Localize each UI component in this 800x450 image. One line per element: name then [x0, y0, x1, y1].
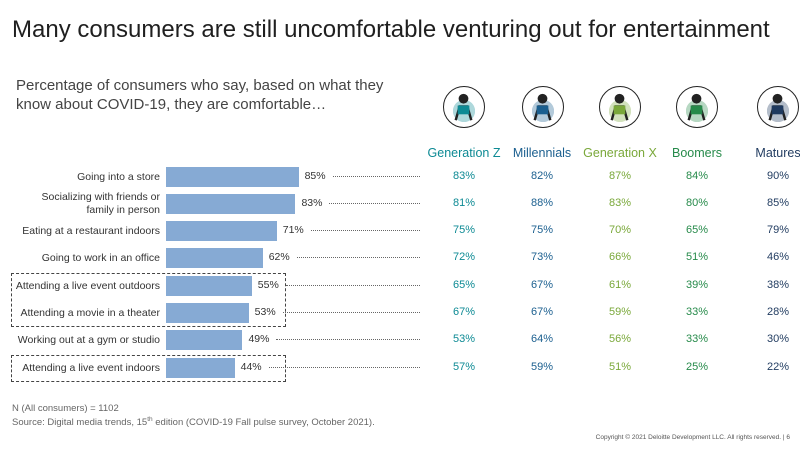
- generation-value: 59%: [530, 361, 554, 373]
- generation-value: 67%: [530, 279, 554, 291]
- generation-value: 57%: [452, 361, 476, 373]
- person-newspaper-icon: [757, 86, 799, 128]
- bar-value-label: 71%: [282, 224, 304, 236]
- generation-value: 22%: [766, 361, 790, 373]
- category-label: Eating at a restaurant indoors: [22, 224, 160, 237]
- leader-dots: [268, 367, 420, 368]
- generation-value: 46%: [766, 251, 790, 263]
- person-reading-icon: [676, 86, 718, 128]
- leader-dots: [282, 312, 420, 313]
- generation-value: 65%: [685, 224, 709, 236]
- highlight-box: [11, 355, 286, 382]
- person-laptop-icon: [522, 86, 564, 128]
- source-text-end: edition (COVID-19 Fall pulse survey, Oct…: [152, 417, 375, 429]
- generation-value: 84%: [685, 170, 709, 182]
- generation-value: 28%: [766, 306, 790, 318]
- generation-value: 39%: [685, 279, 709, 291]
- generation-value: 83%: [452, 170, 476, 182]
- generation-header: Generation Z: [427, 146, 501, 160]
- bar-value-label: 83%: [301, 197, 323, 209]
- category-label: Attending a movie in a theater: [20, 306, 160, 319]
- generation-value: 30%: [766, 333, 790, 345]
- generation-value: 79%: [766, 224, 790, 236]
- bar: [166, 248, 263, 268]
- generation-value: 61%: [608, 279, 632, 291]
- category-label: Attending a live event indoors: [22, 361, 160, 374]
- generation-value: 66%: [608, 251, 632, 263]
- generation-value: 82%: [530, 170, 554, 182]
- bar-value-label: 85%: [304, 170, 326, 182]
- bar: [166, 194, 296, 214]
- person-walking-phone-icon: [443, 86, 485, 128]
- generation-value: 25%: [685, 361, 709, 373]
- generation-value: 73%: [530, 251, 554, 263]
- bar: [166, 276, 252, 296]
- generation-value: 51%: [685, 251, 709, 263]
- generation-value: 70%: [608, 224, 632, 236]
- generation-value: 67%: [452, 306, 476, 318]
- bar-value-label: 49%: [248, 333, 270, 345]
- chart-subtitle: Percentage of consumers who say, based o…: [16, 77, 384, 113]
- generation-value: 75%: [452, 224, 476, 236]
- category-label: Going to work in an office: [41, 251, 160, 264]
- generation-header: Generation X: [583, 146, 657, 160]
- generation-value: 53%: [452, 333, 476, 345]
- generation-value: 51%: [608, 361, 632, 373]
- bar: [166, 358, 235, 378]
- generation-value: 81%: [452, 197, 476, 209]
- generation-header: Boomers: [671, 146, 723, 160]
- source-superscript: th: [147, 416, 153, 423]
- copyright-notice: Copyright © 2021 Deloitte Development LL…: [595, 434, 790, 441]
- bar: [166, 303, 249, 323]
- generation-value: 59%: [608, 306, 632, 318]
- leader-dots: [310, 230, 420, 231]
- category-label: Socializing with friends or family in pe…: [41, 191, 160, 216]
- category-label: Working out at a gym or studio: [17, 333, 160, 346]
- bar-value-label: 62%: [268, 251, 290, 263]
- generation-value: 90%: [766, 170, 790, 182]
- sample-size-note: N (All consumers) = 1102: [12, 403, 119, 414]
- page-title: Many consumers are still uncomfortable v…: [12, 16, 770, 43]
- generation-value: 33%: [685, 333, 709, 345]
- generation-value: 65%: [452, 279, 476, 291]
- generation-value: 72%: [452, 251, 476, 263]
- leader-dots: [285, 285, 420, 286]
- bar-value-label: 53%: [254, 306, 276, 318]
- category-label: Attending a live event outdoors: [15, 279, 160, 292]
- generation-value: 88%: [530, 197, 554, 209]
- leader-dots: [276, 339, 420, 340]
- generation-value: 85%: [766, 197, 790, 209]
- generation-value: 75%: [530, 224, 554, 236]
- generation-header: Millennials: [512, 146, 572, 160]
- bar: [166, 330, 243, 350]
- generation-value: 38%: [766, 279, 790, 291]
- bar: [166, 221, 277, 241]
- category-label: Going into a store: [77, 170, 160, 183]
- generation-value: 67%: [530, 306, 554, 318]
- leader-dots: [329, 203, 420, 204]
- bar: [166, 167, 299, 187]
- generation-value: 33%: [685, 306, 709, 318]
- generation-value: 56%: [608, 333, 632, 345]
- generation-header: Matures: [755, 146, 800, 160]
- person-desk-icon: [599, 86, 641, 128]
- source-text: Source: Digital media trends, 15: [12, 417, 148, 429]
- leader-dots: [332, 176, 420, 177]
- generation-value: 83%: [608, 197, 632, 209]
- source-note: Source: Digital media trends, 15th editi…: [12, 416, 375, 428]
- leader-dots: [296, 257, 420, 258]
- bar-value-label: 44%: [240, 361, 262, 373]
- bar-value-label: 55%: [257, 279, 279, 291]
- generation-value: 87%: [608, 170, 632, 182]
- highlight-box: [11, 273, 286, 327]
- generation-value: 80%: [685, 197, 709, 209]
- generation-value: 64%: [530, 333, 554, 345]
